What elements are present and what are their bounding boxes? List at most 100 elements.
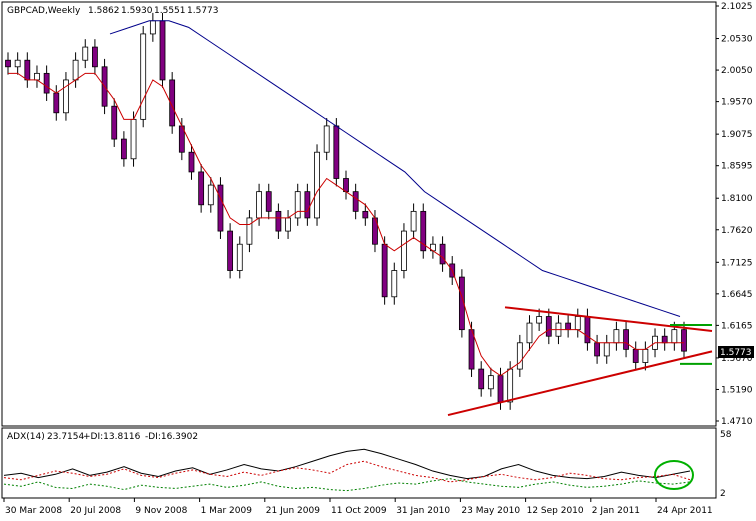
candle-body	[362, 210, 369, 219]
x-tick-label: 9 Nov 2008	[135, 506, 187, 516]
candle-body	[439, 243, 446, 265]
y-tick-label: 1.7620	[721, 226, 753, 236]
candle-body	[275, 210, 282, 232]
indicator-scale-bottom: 2	[720, 489, 726, 499]
x-tick-label: 1 Mar 2009	[201, 506, 253, 516]
plus-di-value: +DI:13.8116	[83, 432, 141, 442]
candle-body	[14, 59, 21, 68]
candle-body	[24, 59, 31, 81]
x-tick-label: 21 Jun 2009	[266, 506, 320, 516]
candle-body	[227, 230, 234, 271]
y-tick-label: 2.0050	[721, 66, 753, 76]
candle-body	[159, 20, 166, 81]
adx-label: ADX(14)	[7, 432, 45, 442]
candle-body	[574, 316, 581, 331]
candle-body	[613, 329, 620, 344]
candle-body	[246, 217, 253, 245]
price-y-axis: 2.1025 2.0530 2.0050 1.9570 1.9075 1.8595 1.81…	[716, 2, 753, 427]
ma-slow-line	[109, 20, 681, 317]
ohlc-high: 1.5930	[121, 6, 153, 16]
candle-body	[565, 322, 572, 331]
y-tick-label: 1.9570	[721, 98, 753, 108]
candle-body	[497, 375, 504, 403]
indicator-scale-top: 58	[720, 430, 732, 440]
candle-body	[140, 33, 147, 120]
svg-text:1.5773: 1.5773	[720, 348, 752, 358]
ohlc-close: 1.5773	[187, 6, 219, 16]
candle-body	[323, 125, 330, 153]
candle-body	[391, 270, 398, 298]
y-tick-label: 1.9075	[721, 130, 753, 140]
x-tick-label: 2 Jan 2011	[592, 506, 640, 516]
x-tick-label: 11 Oct 2009	[331, 506, 387, 516]
candle-body	[285, 217, 291, 232]
y-tick-label: 1.5670	[721, 354, 753, 364]
candle-body	[43, 72, 50, 94]
triangle-upper-trendline	[504, 306, 713, 332]
candle-body	[217, 184, 224, 232]
candle-body	[63, 79, 69, 114]
candle-body	[169, 79, 176, 127]
candle-body	[478, 368, 485, 390]
candle-body	[207, 184, 214, 206]
candle-body	[343, 178, 349, 193]
candle-body	[188, 151, 195, 173]
candle-body	[130, 118, 137, 160]
candle-body	[603, 342, 610, 357]
x-tick-label: 23 May 2010	[461, 506, 520, 516]
candle-body	[681, 329, 687, 352]
y-tick-label: 1.7125	[721, 258, 753, 268]
adx-series	[3, 448, 694, 492]
candle-body	[111, 105, 118, 140]
candle-body	[507, 368, 514, 403]
candle-body	[120, 138, 127, 160]
ma-fast-line	[8, 72, 684, 377]
candle-body	[149, 20, 156, 35]
candle-body	[92, 46, 98, 68]
ohlc-low: 1.5551	[154, 6, 186, 16]
current-price-badge: 1.5773	[718, 346, 754, 358]
y-tick-label: 1.6165	[721, 321, 753, 331]
candle-body	[594, 342, 600, 357]
x-tick-label: 30 Mar 2008	[5, 506, 62, 516]
candle-body	[623, 329, 629, 350]
triangle-lower-trendline	[447, 350, 713, 417]
candle-body	[458, 276, 465, 331]
candle-body	[53, 92, 60, 114]
candle-body	[5, 59, 11, 68]
minus-di-line	[3, 460, 691, 483]
candle-body	[236, 243, 243, 271]
candle-body	[526, 322, 533, 344]
candle-body	[352, 191, 359, 212]
candle-body	[314, 151, 320, 219]
candle-body	[584, 316, 591, 344]
chart-annotations	[447, 306, 713, 417]
candle-body	[265, 191, 272, 212]
candle-body	[82, 46, 89, 61]
candle-body	[632, 348, 639, 363]
price-series	[5, 12, 687, 410]
plus-di-line	[3, 478, 691, 492]
candle-body	[72, 59, 79, 81]
candle-body	[304, 191, 311, 219]
adx-value: 23.7154	[47, 432, 84, 442]
candle-body	[536, 316, 543, 324]
x-tick-label: 20 Jul 2008	[70, 506, 121, 516]
y-tick-label: 2.0530	[721, 35, 753, 45]
y-tick-label: 1.6645	[721, 290, 753, 300]
y-tick-label: 1.8100	[721, 194, 753, 204]
candle-body	[333, 125, 340, 179]
y-tick-label: 1.4710	[721, 417, 753, 427]
x-tick-label: 31 Jan 2010	[396, 506, 450, 516]
candle-body	[34, 72, 40, 81]
adx-highlight-circle	[654, 460, 694, 490]
ohlc-open: 1.5862	[88, 6, 120, 16]
candle-body	[198, 171, 205, 206]
candle-body	[420, 210, 427, 252]
x-tick-label: 24 Apr 2011	[657, 506, 713, 516]
candle-body	[381, 243, 388, 298]
price-panel	[1, 1, 717, 427]
y-tick-label: 1.5190	[721, 385, 753, 395]
candle-body	[487, 375, 494, 390]
